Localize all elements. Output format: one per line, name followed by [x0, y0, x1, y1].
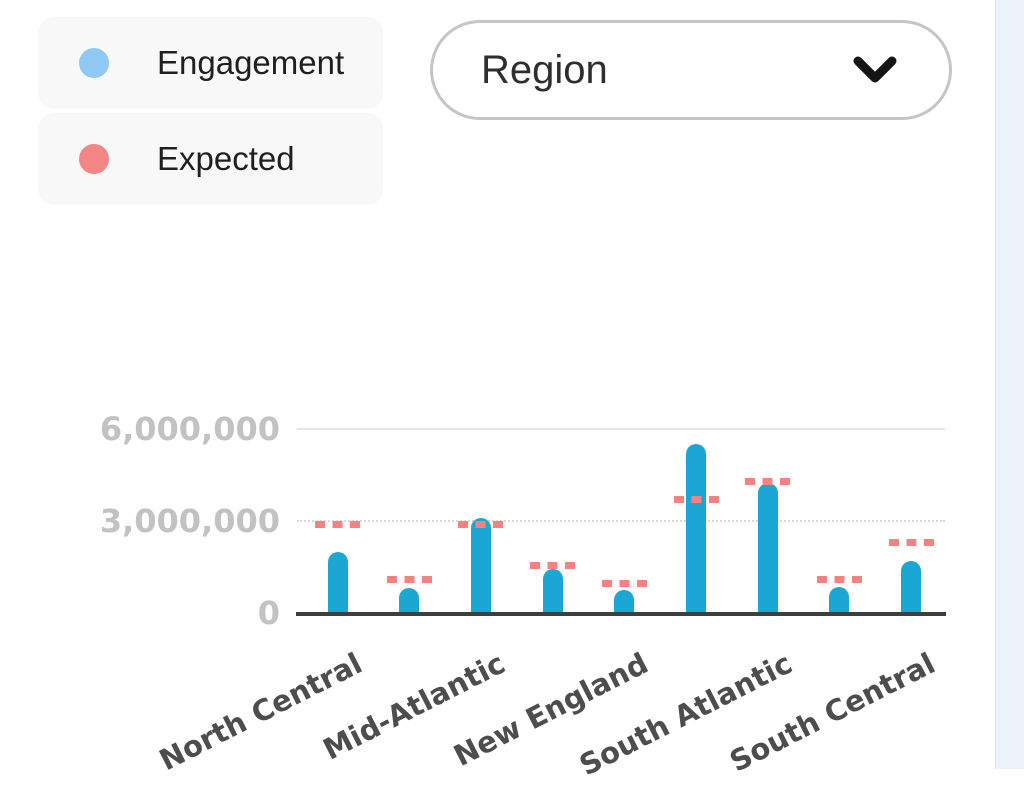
x-axis-label-Mid-Atlantic: Mid-Atlantic	[317, 646, 511, 767]
target-marker-Mid-Atlantic[interactable]	[458, 520, 504, 528]
bar-category-4[interactable]	[542, 568, 563, 613]
bar-category-8[interactable]	[829, 586, 850, 613]
legend-item-label: Expected	[157, 140, 295, 177]
right-panel-strip	[995, 0, 1024, 769]
target-marker-North Central[interactable]	[315, 520, 360, 528]
x-axis-line	[296, 612, 946, 616]
target-marker-category-4[interactable]	[530, 561, 576, 569]
bar-South Atlantic[interactable]	[757, 482, 778, 613]
legend-item-expected[interactable]: Expected	[38, 113, 383, 205]
gridline-3,000,000	[297, 520, 945, 522]
bar-category-6[interactable]	[686, 444, 706, 613]
bar-category-2[interactable]	[399, 588, 420, 613]
bar-North Central[interactable]	[327, 551, 348, 613]
y-axis-tick-label: 0	[257, 594, 280, 632]
target-marker-category-8[interactable]	[816, 575, 862, 583]
y-axis-tick-label: 3,000,000	[99, 502, 280, 540]
target-marker-category-6[interactable]	[673, 496, 719, 504]
region-dropdown-label: Region	[481, 47, 608, 92]
x-axis-label-New England: New England	[448, 646, 654, 773]
y-axis-tick-label: 6,000,000	[99, 410, 280, 448]
chevron-down-icon	[853, 56, 897, 83]
legend-item-engagement[interactable]: Engagement	[38, 17, 383, 109]
bar-South Central[interactable]	[901, 560, 922, 613]
target-marker-category-2[interactable]	[386, 575, 432, 583]
region-dropdown[interactable]: Region	[430, 20, 952, 120]
bar-New England[interactable]	[614, 590, 635, 613]
bar-Mid-Atlantic[interactable]	[470, 517, 491, 613]
legend-item-label: Engagement	[157, 44, 345, 81]
chart-legend: Engagement Expected	[38, 17, 383, 209]
target-marker-South Central[interactable]	[888, 538, 934, 546]
expected-series-dot-icon	[79, 144, 109, 174]
target-marker-New England[interactable]	[601, 580, 647, 588]
engagement-series-dot-icon	[79, 48, 109, 78]
x-axis-label-South Atlantic: South Atlantic	[573, 646, 798, 783]
chart-area: 0 3,000,000 6,000,000 North Central Mid-Atla…	[99, 410, 946, 782]
target-marker-South Atlantic[interactable]	[745, 477, 791, 485]
gridline-6,000,000	[297, 428, 945, 430]
x-axis-label-North Central: North Central	[153, 646, 367, 778]
x-axis-label-South Central: South Central	[724, 646, 941, 779]
